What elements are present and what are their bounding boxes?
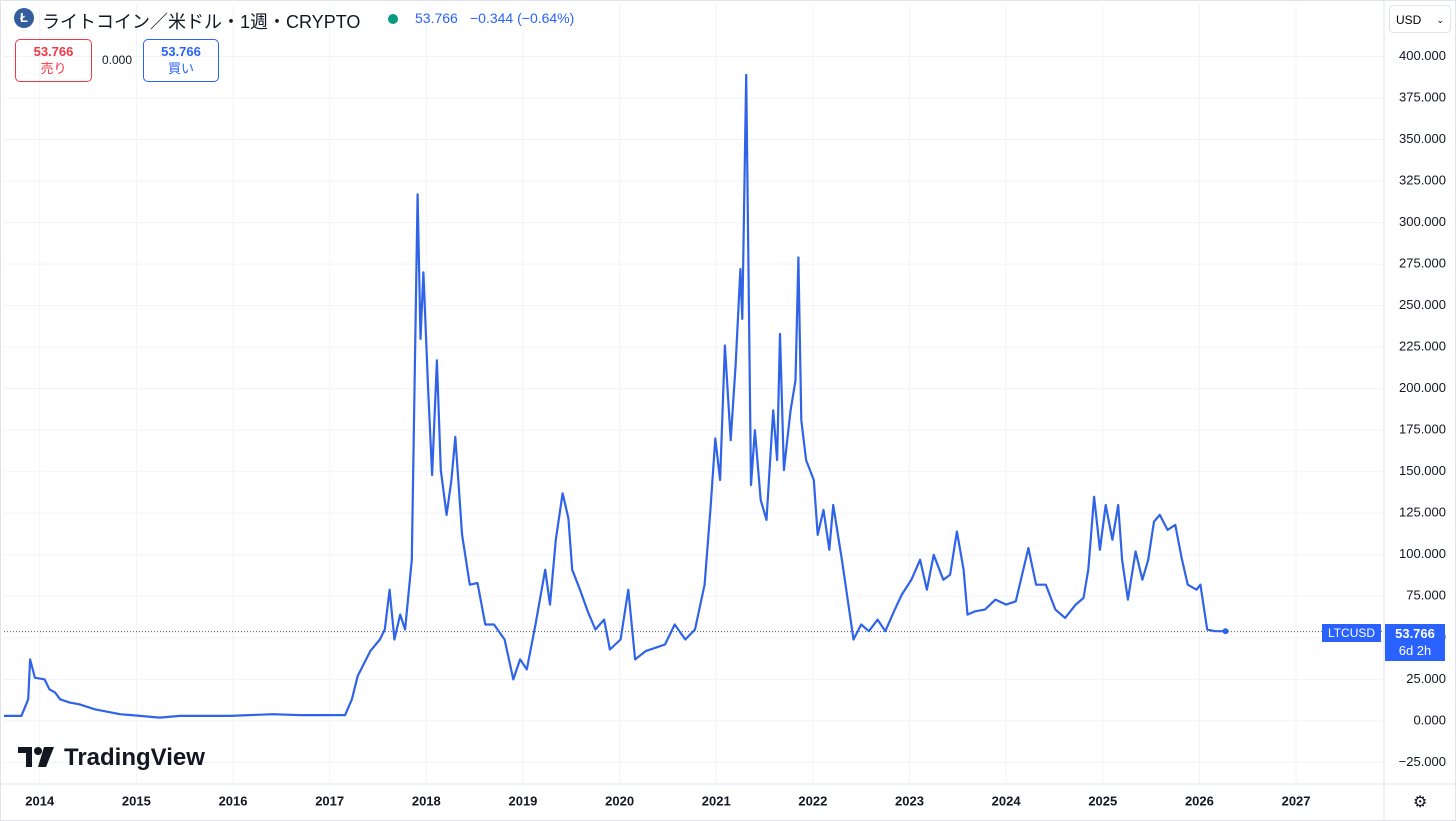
symbol-title: ライトコイン／米ドル・1週・CRYPTO: [42, 12, 361, 32]
y-tick-label: 300.000: [1399, 214, 1446, 229]
sell-label: 売り: [40, 61, 67, 76]
price-tag: 53.766 6d 2h: [1385, 624, 1445, 661]
y-tick-label: 250.000: [1399, 297, 1446, 312]
x-tick-label: 2024: [992, 793, 1022, 808]
coin-icon: Ł: [14, 8, 34, 28]
x-tick-label: 2025: [1088, 793, 1117, 808]
dropdown-arrow: ⌄: [1436, 15, 1444, 25]
price-line: [4, 73, 1226, 719]
y-tick-label: 25.000: [1406, 671, 1446, 686]
buy-button[interactable]: 53.766 買い: [143, 39, 219, 82]
market-status: [388, 14, 398, 24]
x-tick-label: 2017: [315, 793, 344, 808]
sell-button[interactable]: 53.766 売り: [15, 39, 92, 82]
brand-name: TradingView: [64, 744, 205, 771]
y-tick-label: 325.000: [1399, 173, 1446, 188]
sell-price: 53.766: [33, 44, 74, 59]
x-tick-label: 2026: [1185, 793, 1214, 808]
spread: 0.000: [102, 53, 133, 67]
buy-label: 買い: [167, 61, 194, 76]
last-point: [1222, 628, 1229, 635]
y-tick-label: 375.000: [1399, 89, 1446, 104]
price-tag-value: 53.766: [1395, 626, 1435, 641]
y-tick-label: 175.000: [1399, 422, 1446, 437]
currency: USD: [1396, 13, 1422, 27]
currency-select[interactable]: USD ⌄: [1389, 5, 1451, 33]
price-change: −0.344 (−0.64%): [470, 10, 575, 26]
x-tick-label: 2014: [25, 793, 55, 808]
countdown: 6d 2h: [1398, 643, 1432, 658]
x-tick-label: 2018: [412, 793, 441, 808]
y-tick-label: 150.000: [1399, 463, 1446, 478]
x-tick-label: 2016: [219, 793, 248, 808]
y-tick-label: 0.000: [1413, 712, 1446, 727]
settings-icon[interactable]: ⚙: [1413, 794, 1428, 811]
x-tick-label: 2019: [508, 793, 537, 808]
symbol-tag: LTCUSD: [1322, 624, 1381, 642]
y-tick-label: 275.000: [1399, 256, 1446, 271]
buy-price: 53.766: [161, 44, 201, 59]
y-tick-label: 200.000: [1399, 380, 1446, 395]
y-tick-label: 125.000: [1399, 505, 1446, 520]
x-tick-label: 2021: [702, 793, 731, 808]
y-tick-label: 350.000: [1399, 131, 1446, 146]
x-tick-label: 2023: [895, 793, 924, 808]
brand-icon: [18, 747, 54, 767]
y-tick-label: 400.000: [1399, 48, 1446, 63]
x-tick-label: 2015: [122, 793, 151, 808]
x-tick-label: 2022: [798, 793, 827, 808]
x-tick-label: 2020: [605, 793, 634, 808]
last-price: 53.766: [415, 10, 458, 26]
x-tick-label: 2027: [1282, 793, 1311, 808]
y-tick-label: −25.000: [1399, 754, 1446, 769]
y-tick-label: 75.000: [1406, 588, 1446, 603]
y-tick-label: 225.000: [1399, 339, 1446, 354]
y-tick-label: 100.000: [1399, 546, 1446, 561]
